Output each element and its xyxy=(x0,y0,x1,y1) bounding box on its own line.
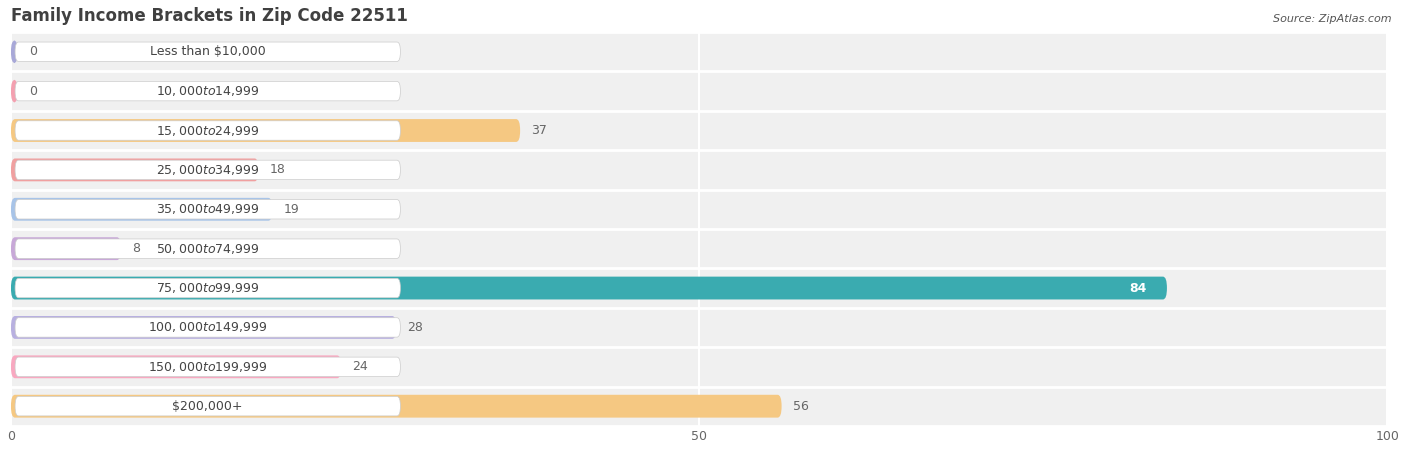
Bar xyxy=(11,111,1388,150)
Text: Family Income Brackets in Zip Code 22511: Family Income Brackets in Zip Code 22511 xyxy=(11,7,408,25)
FancyBboxPatch shape xyxy=(15,357,401,377)
Text: 37: 37 xyxy=(531,124,547,137)
Text: Source: ZipAtlas.com: Source: ZipAtlas.com xyxy=(1274,14,1392,23)
FancyBboxPatch shape xyxy=(11,356,342,378)
Text: 18: 18 xyxy=(270,163,285,176)
Text: Less than $10,000: Less than $10,000 xyxy=(150,45,266,58)
Text: $25,000 to $34,999: $25,000 to $34,999 xyxy=(156,163,260,177)
FancyBboxPatch shape xyxy=(15,160,401,180)
Text: 28: 28 xyxy=(408,321,423,334)
Bar xyxy=(11,32,1388,72)
FancyBboxPatch shape xyxy=(15,239,401,258)
FancyBboxPatch shape xyxy=(15,81,401,101)
Text: $150,000 to $199,999: $150,000 to $199,999 xyxy=(148,360,267,374)
FancyBboxPatch shape xyxy=(11,119,520,142)
FancyBboxPatch shape xyxy=(15,318,401,337)
Text: $100,000 to $149,999: $100,000 to $149,999 xyxy=(148,320,267,334)
FancyBboxPatch shape xyxy=(15,396,401,416)
Text: $10,000 to $14,999: $10,000 to $14,999 xyxy=(156,84,260,98)
Text: 8: 8 xyxy=(132,242,141,255)
Text: 84: 84 xyxy=(1129,282,1146,295)
FancyBboxPatch shape xyxy=(15,279,401,298)
Bar xyxy=(11,72,1388,111)
Text: $200,000+: $200,000+ xyxy=(173,400,243,413)
Text: 0: 0 xyxy=(30,45,37,58)
Text: $35,000 to $49,999: $35,000 to $49,999 xyxy=(156,202,260,216)
Bar xyxy=(11,347,1388,387)
Bar xyxy=(11,308,1388,347)
Text: $15,000 to $24,999: $15,000 to $24,999 xyxy=(156,123,260,138)
Bar xyxy=(11,150,1388,189)
FancyBboxPatch shape xyxy=(15,121,401,140)
Text: 0: 0 xyxy=(30,85,37,98)
FancyBboxPatch shape xyxy=(11,277,1167,299)
Text: $50,000 to $74,999: $50,000 to $74,999 xyxy=(156,242,260,256)
FancyBboxPatch shape xyxy=(11,158,259,181)
FancyBboxPatch shape xyxy=(15,42,401,62)
Text: 56: 56 xyxy=(793,400,808,413)
Bar xyxy=(11,268,1388,308)
FancyBboxPatch shape xyxy=(11,395,782,418)
FancyBboxPatch shape xyxy=(11,80,18,103)
Text: 24: 24 xyxy=(353,360,368,374)
FancyBboxPatch shape xyxy=(11,198,273,220)
Text: 19: 19 xyxy=(284,203,299,216)
Bar xyxy=(11,189,1388,229)
Text: $75,000 to $99,999: $75,000 to $99,999 xyxy=(156,281,260,295)
FancyBboxPatch shape xyxy=(15,199,401,219)
FancyBboxPatch shape xyxy=(11,40,18,63)
FancyBboxPatch shape xyxy=(11,316,396,339)
Bar xyxy=(11,229,1388,268)
FancyBboxPatch shape xyxy=(11,237,121,260)
Bar xyxy=(11,387,1388,426)
